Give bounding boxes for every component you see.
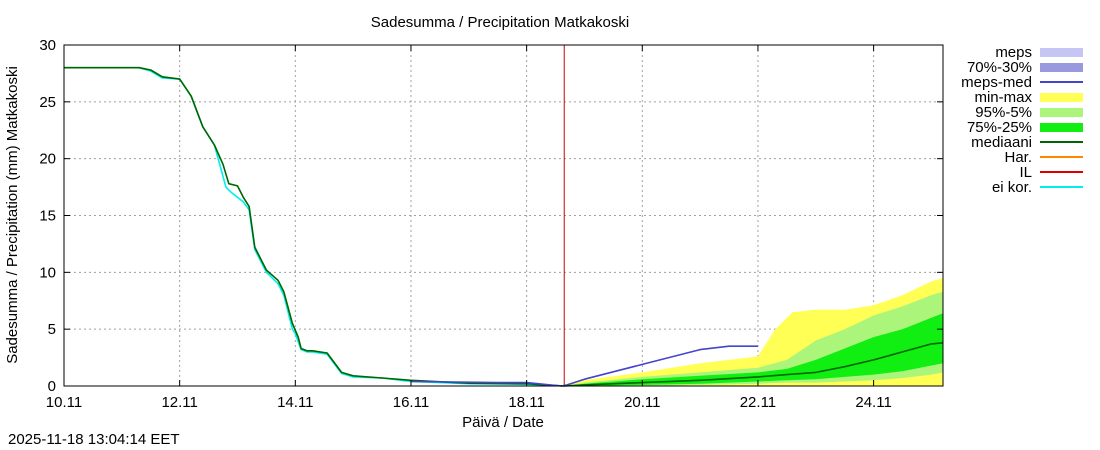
- legend-label: Har.: [1004, 149, 1032, 166]
- x-tick-label: 16.11: [393, 394, 429, 411]
- series-mediaani-forecast-: [564, 342, 944, 387]
- legend-swatch: [1040, 108, 1083, 117]
- y-axis-label: Sadesumma / Precipitation (mm) Matkakosk…: [4, 66, 21, 364]
- series-meps-med: [410, 345, 758, 387]
- legend-label: IL: [1019, 164, 1032, 181]
- x-tick-label: 24.11: [855, 394, 891, 411]
- y-tick-label: 25: [39, 94, 56, 111]
- timestamp: 2025-11-18 13:04:14 EET: [8, 431, 180, 448]
- y-tick-label: 30: [39, 37, 56, 54]
- legend-label: meps: [995, 44, 1032, 61]
- legend: meps70%-30%meps-medmin-max95%-5%75%-25%m…: [961, 44, 1083, 196]
- legend-swatch: [1040, 93, 1083, 102]
- y-tick-label: 15: [39, 208, 56, 225]
- y-tick-label: 5: [48, 321, 56, 338]
- legend-label: ei kor.: [992, 179, 1032, 196]
- x-axis-label: Päivä / Date: [462, 414, 544, 431]
- x-tick-label: 12.11: [161, 394, 197, 411]
- grid: [64, 45, 943, 386]
- legend-label: meps-med: [961, 74, 1032, 91]
- legend-label: 95%-5%: [975, 104, 1032, 121]
- x-tick-label: 22.11: [740, 394, 776, 411]
- series-lines: [64, 45, 944, 387]
- series-ei-kor-: [64, 66, 565, 387]
- x-tick-label: 18.11: [508, 394, 544, 411]
- x-tick-label: 20.11: [624, 394, 660, 411]
- legend-label: mediaani: [971, 134, 1032, 151]
- x-tick-label: 10.11: [46, 394, 82, 411]
- series-mediaani-observed-: [64, 66, 565, 387]
- legend-label: 75%-25%: [967, 119, 1032, 136]
- y-tick-label: 0: [48, 378, 56, 395]
- x-ticks: 10.11 12.11 14.11 16.11 18.11 20.11 22.11 24.11: [46, 45, 892, 411]
- chart-title: Sadesumma / Precipitation Matkakoski: [371, 14, 629, 31]
- legend-label: min-max: [974, 89, 1032, 106]
- legend-swatch: [1040, 63, 1083, 72]
- legend-swatch: [1040, 48, 1083, 57]
- y-tick-label: 20: [39, 151, 56, 168]
- legend-label: 70%-30%: [967, 59, 1032, 76]
- y-ticks: 0 5 10 15 20 25 30: [39, 37, 943, 395]
- y-tick-label: 10: [39, 264, 56, 281]
- legend-swatch: [1040, 123, 1083, 132]
- band-75-25-: [564, 313, 943, 386]
- forecast-bands: [564, 278, 943, 386]
- x-tick-label: 14.11: [277, 394, 313, 411]
